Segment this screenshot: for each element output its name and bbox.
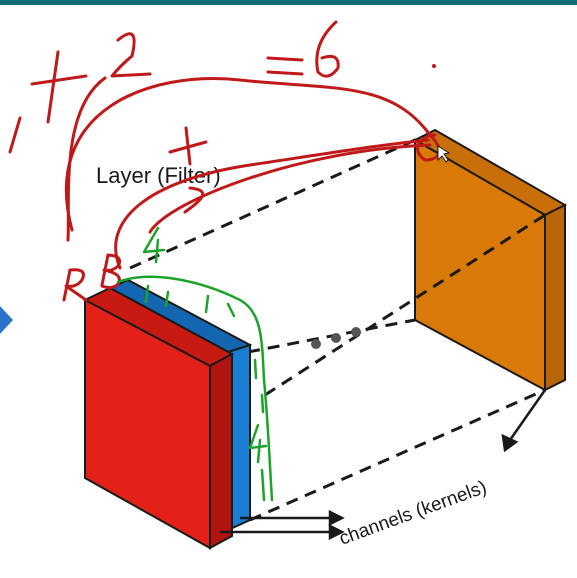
- red-layer-side: [209, 352, 233, 550]
- channels-kernels-label: channels (kernels): [337, 477, 490, 550]
- mouse-cursor-icon: [437, 145, 451, 163]
- orange-layer-front: [414, 138, 546, 392]
- slide-nav-arrow-icon: [0, 306, 13, 334]
- red-handwriting: [8, 20, 441, 302]
- annotation-dot: [432, 64, 436, 68]
- green-handwriting: [116, 226, 274, 502]
- ellipsis-dots: [311, 327, 361, 349]
- top-accent-bar: [0, 0, 577, 5]
- channel-arrows: [220, 389, 547, 541]
- orange-layer-side: [544, 203, 566, 392]
